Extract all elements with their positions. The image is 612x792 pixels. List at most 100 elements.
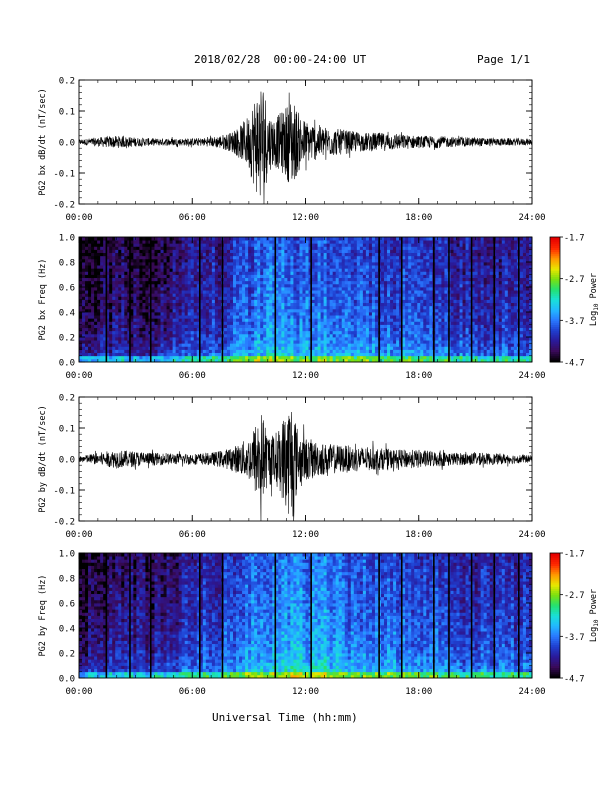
spectrogram-cell	[88, 321, 91, 325]
spectrogram-cell	[360, 325, 363, 329]
spectrogram-cell	[91, 243, 94, 247]
spectrogram-cell	[284, 256, 287, 260]
spectrogram-cell	[375, 334, 378, 338]
spectrogram-cell	[242, 296, 245, 300]
spectrogram-cell	[209, 337, 212, 341]
spectrogram-cell	[182, 303, 185, 307]
spectrogram-cell	[372, 296, 375, 300]
spectrogram-cell	[215, 284, 218, 288]
spectrogram-cell	[91, 290, 94, 294]
spectrogram-cell	[281, 309, 284, 313]
spectrogram-cell	[97, 246, 100, 250]
spectrogram-cell	[263, 328, 266, 332]
spectrogram-cell	[296, 353, 299, 357]
spectrogram-cell	[145, 334, 148, 338]
spectrogram-cell	[203, 356, 206, 360]
spectrogram-cell	[79, 256, 82, 260]
spectrogram-cell	[381, 331, 384, 335]
spectrogram-cell	[215, 356, 218, 360]
spectrogram-cell	[345, 306, 348, 310]
spectrogram-cell	[417, 346, 420, 350]
spectrogram-cell	[420, 340, 423, 344]
spectrogram-cell	[266, 284, 269, 288]
spectrogram-cell	[230, 334, 233, 338]
spectrogram-cell	[423, 346, 426, 350]
spectrogram-cell	[423, 300, 426, 304]
spectrogram-cell	[363, 340, 366, 344]
spectrogram-cell	[151, 312, 154, 316]
spectrogram-cell	[260, 237, 263, 241]
spectrogram-cell	[408, 237, 411, 241]
spectrogram-cell	[173, 268, 176, 272]
spectrogram-cell	[121, 240, 124, 244]
spectrogram-cell	[239, 253, 242, 257]
spectrogram-cell	[402, 312, 405, 316]
spectrogram-cell	[375, 300, 378, 304]
spectrogram-cell	[254, 275, 257, 279]
spectrogram-cell	[164, 253, 167, 257]
spectrogram-cell	[290, 303, 293, 307]
spectrogram-cell	[239, 356, 242, 360]
spectrogram-cell	[260, 253, 263, 257]
spectrogram-cell	[194, 284, 197, 288]
spectrogram-cell	[402, 259, 405, 263]
spectrogram-cell	[109, 268, 112, 272]
spectrogram-cell	[375, 271, 378, 275]
spectrogram-cell	[182, 265, 185, 269]
spectrogram-cell	[179, 334, 182, 338]
spectrogram-cell	[336, 309, 339, 313]
spectrogram-cell	[218, 243, 221, 247]
spectrogram-cell	[118, 278, 121, 282]
spectrogram-cell	[85, 331, 88, 335]
spectrogram-cell	[91, 309, 94, 313]
spectrogram-cell	[324, 278, 327, 282]
spectrogram-cell	[426, 284, 429, 288]
spectrogram-cell	[327, 237, 330, 241]
spectrogram-cell	[293, 312, 296, 316]
spectrogram-cell	[402, 246, 405, 250]
spectrogram-cell	[315, 293, 318, 297]
spectrogram-cell	[242, 346, 245, 350]
spectrogram-cell	[257, 303, 260, 307]
spectrogram-cell	[260, 309, 263, 313]
spectrogram-cell	[411, 253, 414, 257]
spectrogram-cell	[236, 243, 239, 247]
spectrogram-cell	[130, 259, 133, 263]
spectrogram-cell	[91, 318, 94, 322]
spectrogram-cell	[327, 246, 330, 250]
spectrogram-cell	[372, 334, 375, 338]
spectrogram-cell	[97, 331, 100, 335]
spectrogram-cell	[369, 300, 372, 304]
spectrogram-cell	[411, 275, 414, 279]
spectrogram-cell	[342, 275, 345, 279]
spectrogram-cell	[360, 356, 363, 360]
spectrogram-cell	[269, 296, 272, 300]
spectrogram-cell	[327, 350, 330, 354]
spectrogram-cell	[185, 287, 188, 291]
spectrogram-cell	[167, 331, 170, 335]
spectrogram-cell	[97, 328, 100, 332]
spectrogram-cell	[417, 328, 420, 332]
spectrogram-cell	[324, 268, 327, 272]
spectrogram-cell	[290, 275, 293, 279]
spectrogram-cell	[230, 237, 233, 241]
spectrogram-cell	[387, 250, 390, 254]
spectrogram-cell	[215, 271, 218, 275]
spectrogram-cell	[315, 237, 318, 241]
spectrogram-cell	[254, 271, 257, 275]
spectrogram-cell	[185, 318, 188, 322]
spectrogram-cell	[381, 293, 384, 297]
spectrogram-cell	[299, 290, 302, 294]
spectrogram-cell	[390, 275, 393, 279]
spectrogram-cell	[164, 293, 167, 297]
spectrogram-cell	[109, 237, 112, 241]
spectrogram-cell	[85, 278, 88, 282]
spectrogram-cell	[112, 356, 115, 360]
spectrogram-cell	[372, 265, 375, 269]
spectrogram-cell	[79, 350, 82, 354]
spectrogram-cell	[91, 237, 94, 241]
spectrogram-cell	[284, 243, 287, 247]
spectrogram-cell	[420, 287, 423, 291]
spectrogram-cell	[336, 356, 339, 360]
spectrogram-cell	[302, 315, 305, 319]
